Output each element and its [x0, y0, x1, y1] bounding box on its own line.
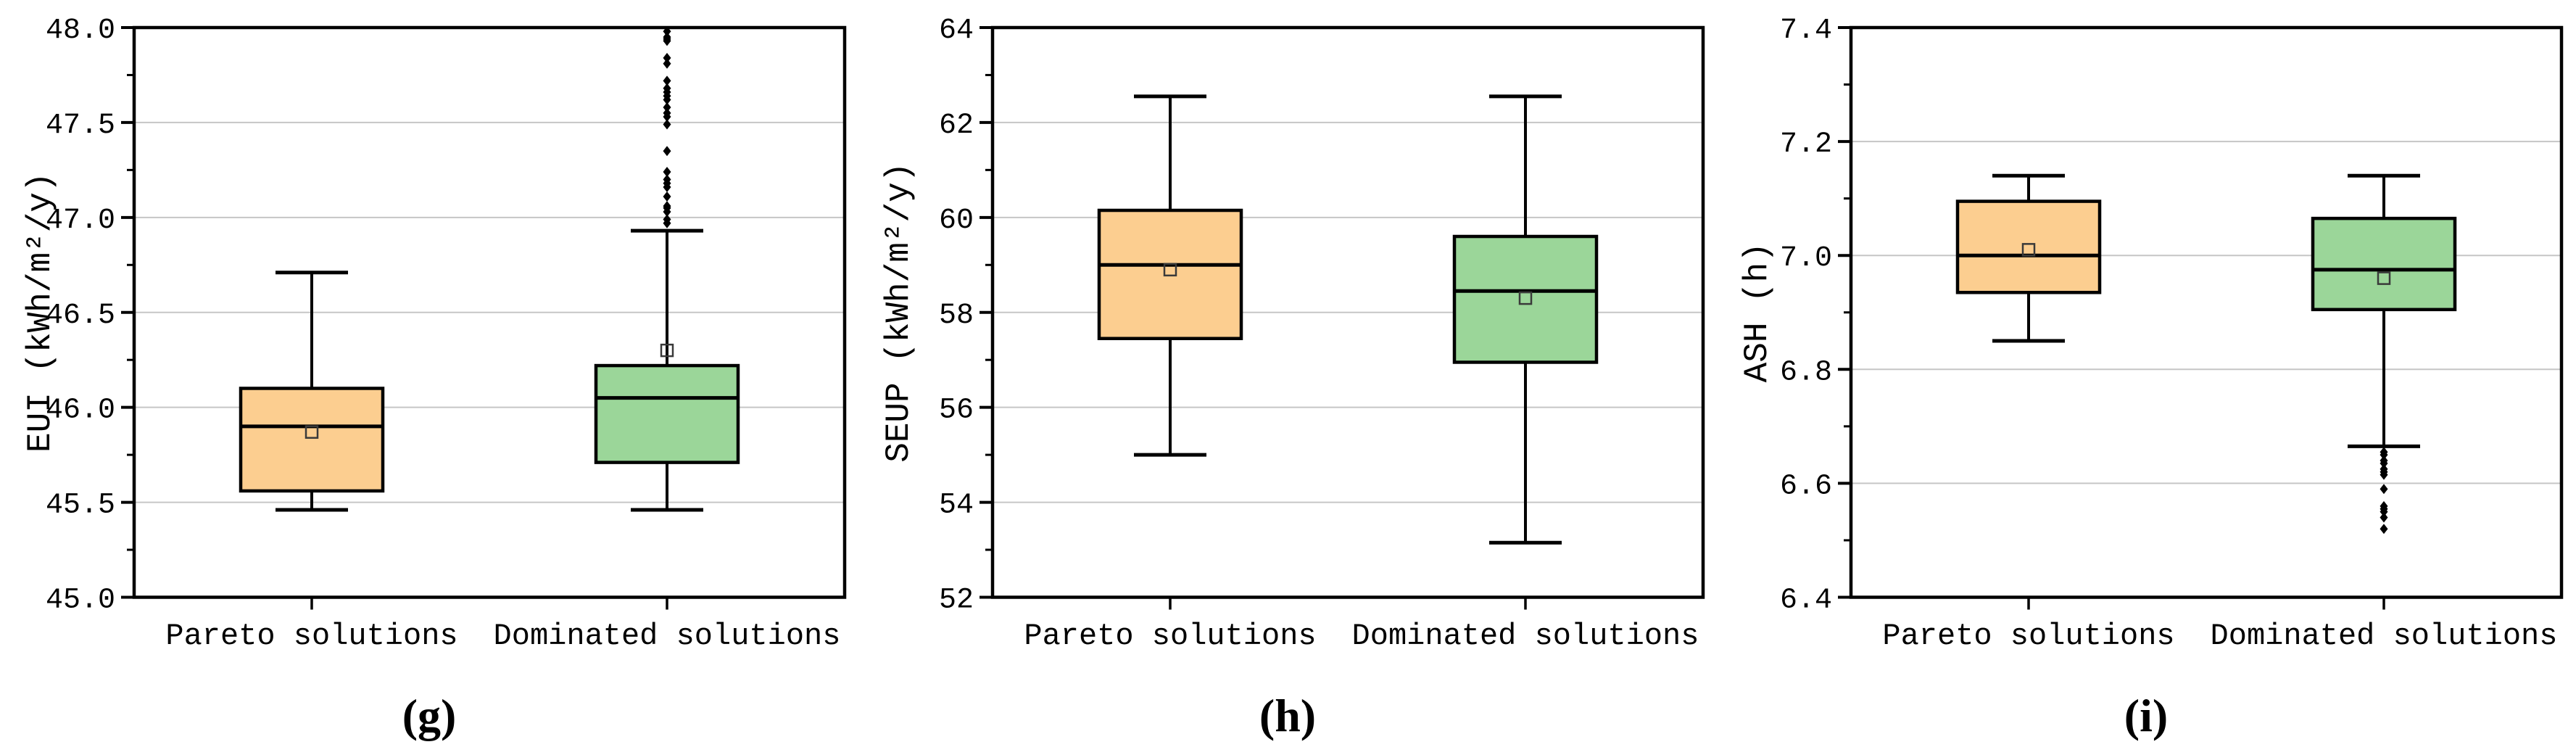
- box-series-dominated: [2311, 173, 2457, 535]
- gridlines: [1851, 141, 2561, 484]
- iqr-box: [1452, 234, 1599, 364]
- boxplot-svg-g: 45.0 45.5 46.0 46.5 47.0 47.5 48.0 EUI (kWh/m²/…: [22, 15, 847, 741]
- caption: (i): [2124, 690, 2168, 741]
- y-axis: 6.4 6.6 6.8 7.0 7.2 7.4: [1780, 15, 1851, 617]
- outlier-marker: [663, 75, 671, 86]
- outlier-marker: [663, 83, 671, 94]
- x-category-label: Dominated solutions: [1352, 619, 1699, 653]
- y-axis-title: EUI (kWh/m²/y): [22, 173, 59, 453]
- y-axis: 45.0 45.5 46.0 46.5 47.0 47.5 48.0: [46, 15, 134, 617]
- iqr-box: [594, 363, 740, 464]
- outlier-marker: [663, 191, 671, 202]
- y-tick-label: 62: [939, 110, 974, 142]
- y-tick-label: 45.5: [46, 490, 115, 522]
- caption: (g): [402, 690, 457, 741]
- y-tick-label: 6.6: [1780, 470, 1832, 503]
- x-axis: Pareto solutions Dominated solutions: [1024, 597, 1699, 653]
- boxplot-svg-h: 52 54 56 58 60 62 64 SEUP (kWh/m²/y) Pareto solu…: [880, 15, 1705, 741]
- mean-marker: [2377, 271, 2391, 285]
- x-axis: Pareto solutions Dominated solutions: [165, 597, 841, 653]
- y-tick-label: 54: [939, 490, 974, 522]
- outlier-marker: [2380, 450, 2388, 461]
- outlier-marker: [2380, 524, 2388, 535]
- panel-ash: 6.4 6.6 6.8 7.0 7.2 7.4 ASH (h) Pareto solution…: [1717, 0, 2575, 755]
- box-series-dominated: [1452, 94, 1599, 545]
- outlier-marker: [663, 58, 671, 69]
- outlier-marker: [2380, 512, 2388, 523]
- y-tick-label: 52: [939, 585, 974, 617]
- y-axis-title: SEUP (kWh/m²/y): [880, 162, 918, 463]
- outlier-marker: [663, 214, 671, 225]
- box-series-pareto: [1955, 173, 2102, 343]
- y-tick-label: 64: [939, 15, 974, 47]
- caption: (h): [1259, 690, 1316, 741]
- mean-marker: [1163, 263, 1177, 277]
- x-axis: Pareto solutions Dominated solutions: [1882, 597, 2558, 653]
- panel-eui: 45.0 45.5 46.0 46.5 47.0 47.5 48.0 EUI (kWh/m²/…: [0, 0, 858, 755]
- y-tick-label: 7.2: [1780, 128, 1832, 161]
- iqr-box: [239, 387, 385, 493]
- outlier-marker: [663, 32, 671, 43]
- x-category-label: Pareto solutions: [165, 619, 457, 653]
- y-tick-label: 46.5: [46, 300, 115, 332]
- y-tick-label: 56: [939, 395, 974, 427]
- boxplot-svg-i: 6.4 6.6 6.8 7.0 7.2 7.4 ASH (h) Pareto solution…: [1739, 15, 2564, 741]
- y-tick-label: 47.5: [46, 110, 115, 142]
- y-tick-label: 6.4: [1780, 585, 1832, 617]
- y-tick-label: 7.0: [1780, 242, 1832, 275]
- y-tick-label: 7.4: [1780, 15, 1832, 47]
- x-category-label: Pareto solutions: [1882, 619, 2174, 653]
- outlier-marker: [663, 201, 671, 212]
- mean-marker: [305, 425, 319, 439]
- x-category-label: Dominated solutions: [2211, 619, 2558, 653]
- panel-seup: 52 54 56 58 60 62 64 SEUP (kWh/m²/y) Pareto solu…: [858, 0, 1717, 755]
- mean-marker: [2021, 243, 2036, 257]
- outlier-marker: [2380, 458, 2388, 469]
- y-axis-title: ASH (h): [1739, 242, 1776, 382]
- y-tick-label: 48.0: [46, 15, 115, 47]
- mean-marker: [1518, 291, 1533, 305]
- y-tick-label: 46.0: [46, 395, 115, 427]
- outlier-marker: [2380, 484, 2388, 495]
- outlier-marker: [663, 102, 671, 112]
- y-tick-label: 6.8: [1780, 356, 1832, 389]
- outlier-marker: [663, 174, 671, 185]
- y-tick-label: 45.0: [46, 585, 115, 617]
- outlier-marker: [663, 166, 671, 177]
- plot-frame: [1849, 25, 2564, 599]
- y-tick-label: 47.0: [46, 205, 115, 237]
- y-axis: 52 54 56 58 60 62 64: [939, 15, 993, 617]
- box-series-pareto: [1097, 94, 1243, 457]
- box-series-pareto: [239, 271, 385, 512]
- outlier-marker: [663, 146, 671, 157]
- x-category-label: Dominated solutions: [494, 619, 841, 653]
- outlier-marker: [663, 52, 671, 63]
- y-tick-label: 58: [939, 300, 974, 332]
- outlier-marker: [663, 26, 671, 37]
- outlier-marker: [663, 119, 671, 130]
- box-series-dominated: [594, 26, 740, 512]
- iqr-box: [2311, 216, 2457, 312]
- x-category-label: Pareto solutions: [1024, 619, 1316, 653]
- iqr-box: [1097, 208, 1243, 341]
- mean-marker: [660, 343, 674, 358]
- y-tick-label: 60: [939, 205, 974, 237]
- outlier-marker: [2380, 469, 2388, 480]
- outlier-marker: [663, 107, 671, 118]
- outlier-marker: [2380, 506, 2388, 517]
- iqr-box: [1955, 199, 2102, 294]
